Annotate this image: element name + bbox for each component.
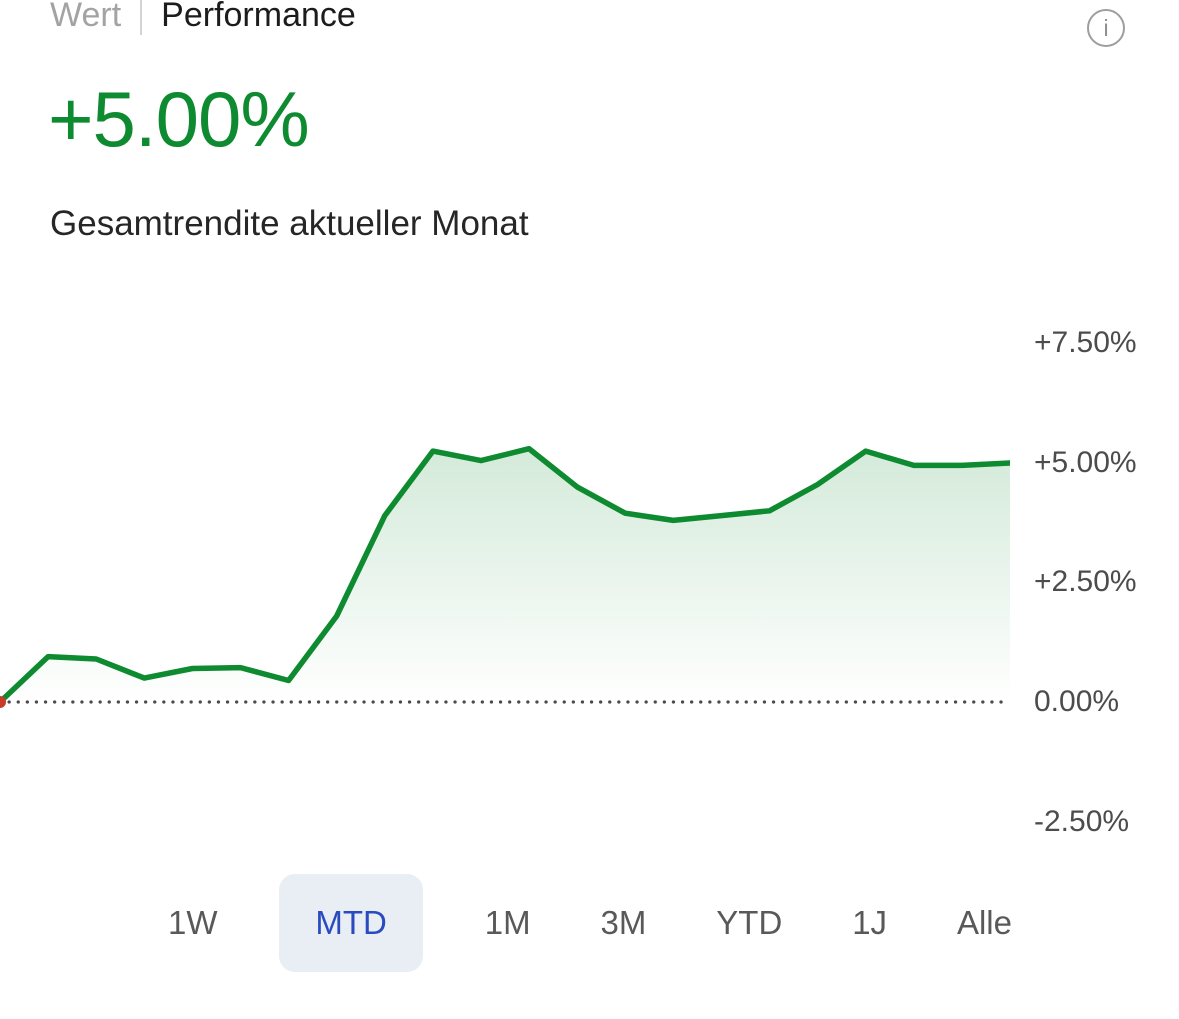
range-button-1w[interactable]: 1W <box>160 874 226 972</box>
y-tick-label: +5.00% <box>1034 446 1137 479</box>
range-button-1j[interactable]: 1J <box>844 874 895 972</box>
info-icon[interactable]: i <box>1087 9 1125 47</box>
y-tick-label: +2.50% <box>1034 565 1137 598</box>
performance-caption: Gesamtrendite aktueller Monat <box>50 204 529 243</box>
performance-line <box>0 445 1010 705</box>
start-point-marker <box>0 696 6 708</box>
tab-divider <box>140 0 143 35</box>
range-button-ytd[interactable]: YTD <box>708 874 790 972</box>
range-selector: 1W MTD 1M 3M YTD 1J Alle <box>160 874 1020 972</box>
tab-performance[interactable]: Performance <box>161 0 356 34</box>
range-button-3m[interactable]: 3M <box>593 874 655 972</box>
chart-svg <box>0 445 1010 708</box>
tab-wert[interactable]: Wert <box>50 0 122 34</box>
y-axis-labels: +7.50% +5.00% +2.50% 0.00% -2.50% <box>1034 300 1179 840</box>
view-toggle: Wert Performance <box>50 0 356 35</box>
performance-chart[interactable] <box>0 300 1010 840</box>
chart-area-fill <box>0 448 1010 702</box>
y-tick-label: -2.50% <box>1034 805 1130 838</box>
y-tick-label: 0.00% <box>1034 685 1120 718</box>
info-icon-glyph: i <box>1103 14 1109 41</box>
range-button-mtd[interactable]: MTD <box>279 874 423 972</box>
range-button-1m[interactable]: 1M <box>477 874 539 972</box>
range-button-alle[interactable]: Alle <box>949 874 1020 972</box>
y-tick-label: +7.50% <box>1034 326 1137 359</box>
performance-value: +5.00% <box>48 75 310 163</box>
